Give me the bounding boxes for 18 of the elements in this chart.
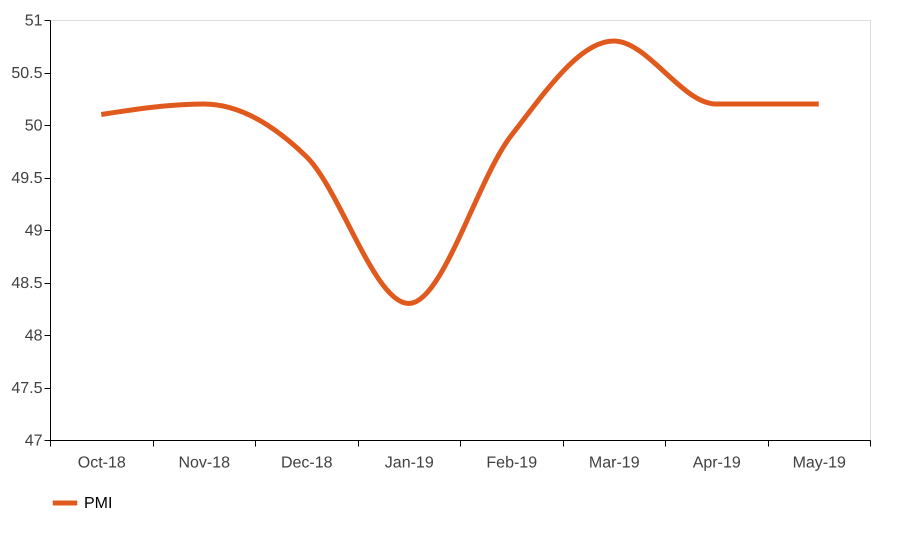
y-tick-label: 47.5 [11,380,43,397]
x-tick-label: Nov-18 [178,454,230,472]
x-tick-label: Jan-19 [384,454,434,472]
x-tick-label: Feb-19 [486,454,538,472]
x-tick-label: Dec-18 [280,454,333,472]
y-tick-label: 51 [24,12,43,30]
y-tick-label: 50 [24,118,43,134]
x-tick-label: Oct-18 [78,454,126,472]
y-tick-label: 50.5 [11,65,43,82]
y-tick-label: 48.5 [11,275,43,292]
x-tick-label: Mar-19 [588,454,640,472]
y-tick-label: 49 [24,222,43,240]
legend-label: PMI [84,495,112,512]
y-tick-label: 47 [24,432,43,450]
x-tick-label: May-19 [792,454,846,472]
x-tick-label: Apr-19 [692,454,741,472]
y-tick-label: 49.5 [11,170,43,187]
y-tick-label: 48 [24,328,43,344]
